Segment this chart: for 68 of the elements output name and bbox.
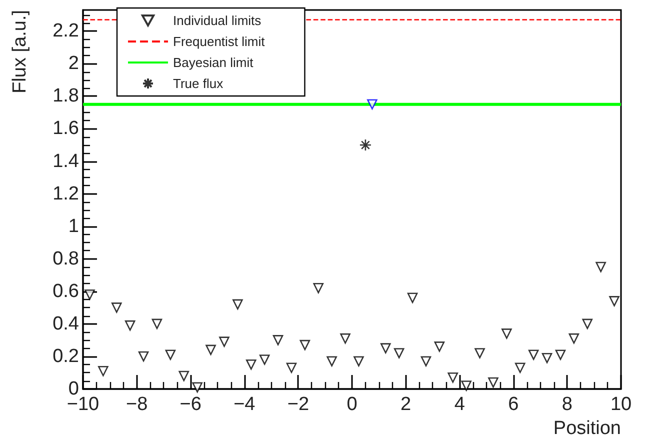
point <box>488 377 498 388</box>
point <box>461 380 472 391</box>
point <box>394 348 404 358</box>
x-tick-label: 8 <box>562 394 572 415</box>
point <box>219 336 230 347</box>
point <box>152 318 162 330</box>
point <box>582 318 593 330</box>
point <box>165 350 176 360</box>
point <box>192 382 202 393</box>
point <box>246 359 256 370</box>
y-tick-label: 2.2 <box>52 20 79 42</box>
point <box>259 354 270 365</box>
x-tick-label: −2 <box>287 394 310 415</box>
y-tick-label: 0.8 <box>52 248 79 270</box>
point <box>380 343 391 354</box>
point <box>420 356 432 366</box>
x-axis-title: Position <box>553 418 622 439</box>
x-tick-label: 2 <box>400 394 412 415</box>
x-tick-label: −6 <box>180 394 202 415</box>
point <box>313 283 324 294</box>
point <box>178 370 190 382</box>
point <box>555 350 566 360</box>
x-tick-label: 4 <box>454 394 466 415</box>
y-tick-label: 1.8 <box>52 86 79 107</box>
point <box>138 351 149 362</box>
point <box>542 352 552 364</box>
x-tick-label: −8 <box>126 394 148 415</box>
x-tick-label: −4 <box>234 394 256 415</box>
point <box>434 342 445 352</box>
point <box>232 299 243 310</box>
legend-label: Frequentist limit <box>173 34 266 49</box>
point <box>206 344 216 356</box>
y-tick-label: 0.6 <box>52 280 79 302</box>
point <box>568 333 580 344</box>
legend-label: True flux <box>173 76 224 91</box>
point <box>272 335 284 346</box>
x-tick-label: 6 <box>508 394 519 415</box>
point <box>596 262 606 272</box>
point <box>407 292 418 304</box>
x-tick-label: 0 <box>346 394 358 415</box>
point <box>448 372 458 383</box>
point <box>340 333 350 344</box>
point <box>326 356 337 366</box>
legend-label: Individual limits <box>173 13 262 28</box>
point <box>84 290 95 300</box>
point <box>111 302 122 313</box>
point <box>528 350 539 360</box>
y-tick-label: 0.4 <box>52 313 80 334</box>
point <box>359 138 372 152</box>
point <box>367 99 378 110</box>
x-tick-label: 10 <box>610 394 632 415</box>
point <box>124 320 136 331</box>
y-tick-label: 1.2 <box>52 183 79 204</box>
point <box>354 356 364 366</box>
point <box>502 328 512 339</box>
point <box>286 362 297 374</box>
y-axis-title: Flux [a.u.] <box>10 10 30 94</box>
point <box>609 296 620 306</box>
y-tick-label: 2 <box>68 53 79 74</box>
point <box>474 348 485 358</box>
y-tick-label: 1.6 <box>52 118 79 140</box>
point <box>514 362 526 374</box>
point <box>98 366 108 376</box>
y-tick-label: 0.2 <box>52 346 79 367</box>
y-tick-label: 1 <box>68 216 79 237</box>
point <box>300 340 310 350</box>
legend-label: Bayesian limit <box>173 55 254 70</box>
y-tick-label: 1.4 <box>52 150 80 172</box>
